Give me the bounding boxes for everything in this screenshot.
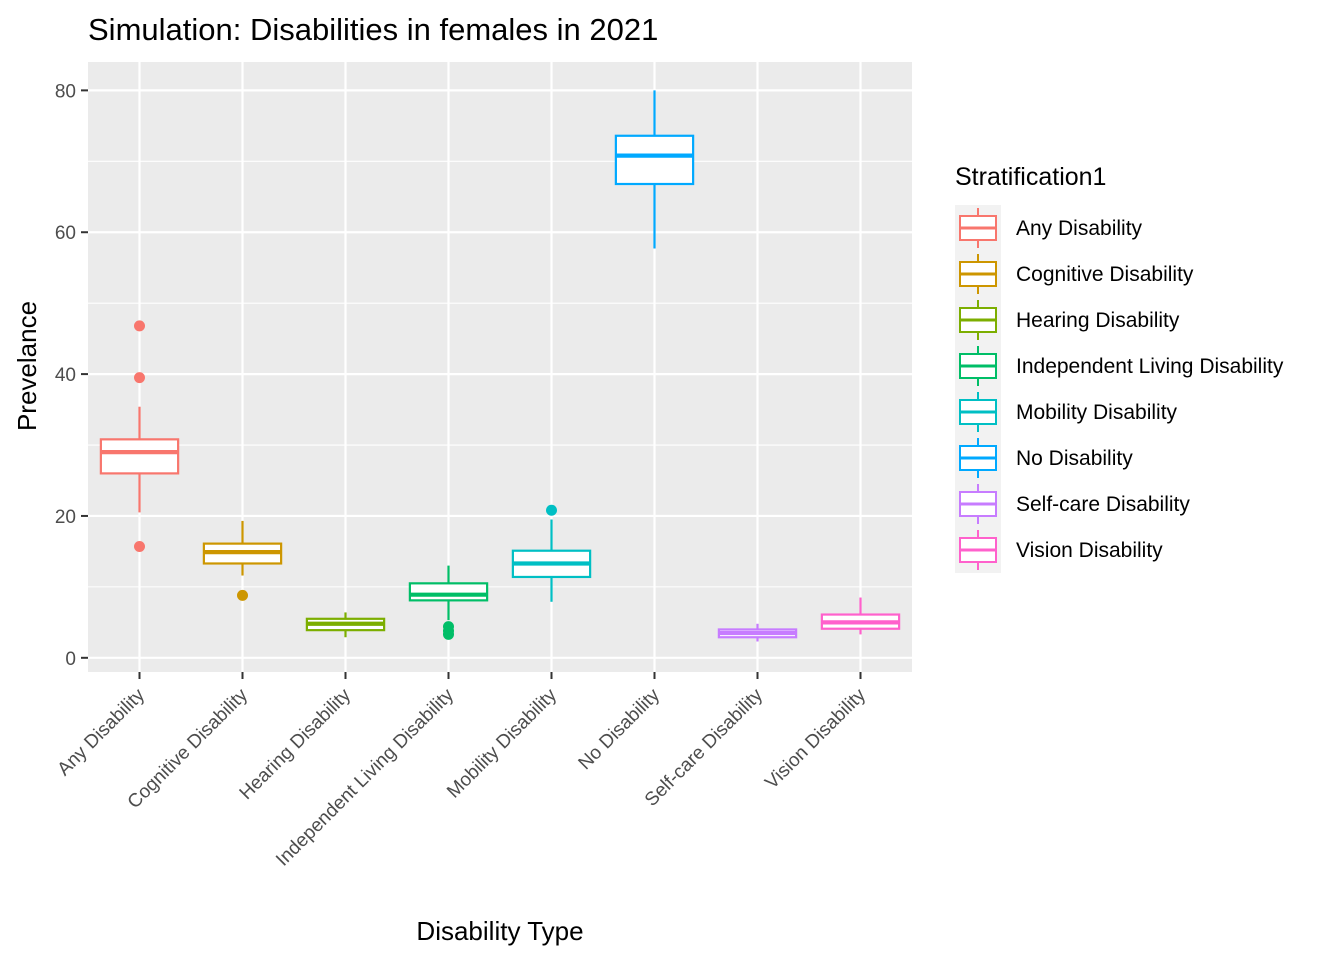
y-tick-label: 0: [65, 649, 76, 670]
legend-label: Hearing Disability: [1016, 309, 1180, 332]
x-tick-label: Mobility Disability: [443, 684, 561, 802]
box-iqr: [408, 582, 489, 602]
outlier-point: [134, 320, 145, 332]
x-tick-label: Independent Living Disability: [272, 684, 458, 870]
legend-item: Independent Living Disability: [955, 343, 1284, 389]
chart-title: Simulation: Disabilities in females in 2…: [88, 12, 658, 47]
legend-item: No Disability: [955, 435, 1133, 481]
box-mobility-disability: [511, 504, 592, 602]
legend-label: Independent Living Disability: [1016, 355, 1284, 378]
legend-item: Cognitive Disability: [955, 251, 1194, 297]
x-axis-title: Disability Type: [416, 916, 583, 946]
outlier-point: [443, 628, 454, 640]
box-self-care-disability: [717, 623, 798, 642]
box-vision-disability: [820, 597, 901, 635]
legend-label: Cognitive Disability: [1016, 263, 1194, 286]
y-tick-label: 60: [55, 223, 76, 244]
box-iqr: [99, 438, 180, 475]
box-cognitive-disability: [202, 520, 283, 601]
x-tick-label: Vision Disability: [761, 684, 870, 793]
x-tick-label: Any Disability: [54, 684, 150, 780]
outlier-point: [134, 372, 145, 384]
y-axis-title: Prevelance: [12, 301, 42, 431]
legend: Stratification1 Any Disability Cognitive D…: [955, 163, 1284, 573]
plot-panel: [88, 62, 912, 672]
legend-label: Self-care Disability: [1016, 493, 1190, 516]
legend-item: Hearing Disability: [955, 297, 1180, 343]
box-any-disability: [99, 320, 180, 552]
legend-item: Mobility Disability: [955, 389, 1178, 435]
legend-label: Any Disability: [1016, 217, 1143, 240]
panel-background: [88, 62, 912, 672]
box-hearing-disability: [305, 612, 386, 638]
legend-label: Mobility Disability: [1016, 401, 1178, 424]
legend-label: Vision Disability: [1016, 539, 1163, 562]
legend-label: No Disability: [1016, 447, 1133, 470]
outlier-point: [134, 540, 145, 552]
legend-item: Vision Disability: [955, 527, 1163, 573]
outlier-point: [546, 504, 557, 516]
box-iqr: [614, 134, 695, 186]
legend-item: Any Disability: [955, 205, 1143, 251]
x-tick-label: Hearing Disability: [236, 684, 356, 804]
legend-item: Self-care Disability: [955, 481, 1190, 527]
y-tick-label: 40: [55, 365, 76, 386]
box-no-disability: [614, 90, 695, 249]
legend-title: Stratification1: [955, 163, 1106, 191]
box-independent-living-disability: [408, 565, 489, 640]
box-series: [99, 90, 901, 642]
y-tick-label: 20: [55, 507, 76, 528]
y-tick-label: 80: [55, 81, 76, 102]
outlier-point: [237, 589, 248, 601]
x-tick-label: No Disability: [575, 684, 665, 774]
